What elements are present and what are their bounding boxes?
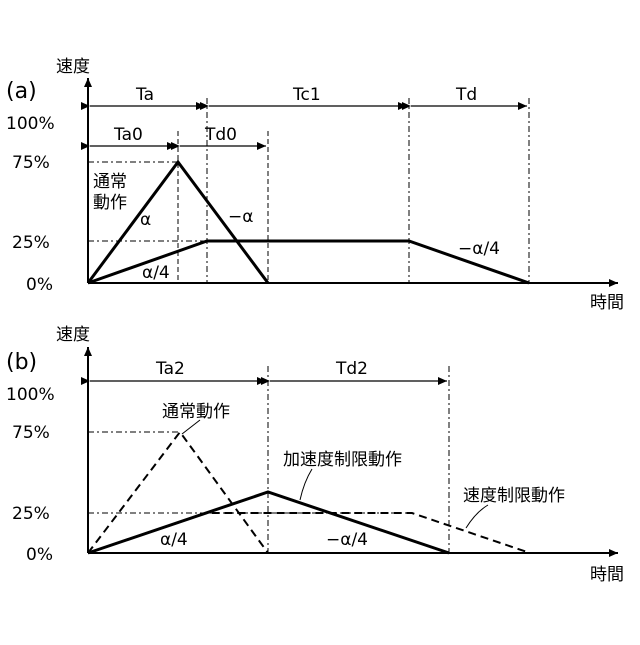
panel-a-alpha-quarter-label: α/4 xyxy=(142,263,170,283)
panel-b-y-axis-label: 速度 xyxy=(56,325,90,345)
panel-a-tick-75: 75% xyxy=(12,153,50,173)
panel-b-label-td2: Td2 xyxy=(335,359,368,379)
panel-b-minus-alpha-quarter-label: −α/4 xyxy=(326,530,368,550)
panel-a-x-axis-label: 時間 xyxy=(590,293,624,313)
panel-a-label-td: Td xyxy=(455,85,477,105)
panel-a-tick-25: 25% xyxy=(12,233,50,253)
panel-b-speed-limit-label: 速度制限動作 xyxy=(463,486,565,506)
panel-b-speed-limit-profile xyxy=(88,513,530,553)
panel-a-tick-0: 0% xyxy=(26,275,53,295)
panel-b-tick-25: 25% xyxy=(12,504,50,524)
panel-b-label-ta2: Ta2 xyxy=(155,359,185,379)
panel-b-accel-limit-leader xyxy=(300,469,312,500)
panel-a-alpha-label: α xyxy=(140,210,151,230)
panel-a-label-td0: Td0 xyxy=(204,125,237,145)
panel-a-y-axis-label: 速度 xyxy=(56,57,90,77)
panel-a-label: (a) xyxy=(6,79,37,104)
panel-b: 速度 (b) 時間 100% 75% 25% 0% Ta2 Td2 xyxy=(6,325,624,585)
panel-b-alpha-quarter-label: α/4 xyxy=(160,530,188,550)
panel-a-label-tc1: Tc1 xyxy=(292,85,321,105)
panel-b-accel-limit-label: 加速度制限動作 xyxy=(283,450,402,470)
panel-b-label: (b) xyxy=(6,350,37,375)
panel-b-normal-op-leader xyxy=(182,420,200,434)
panel-b-tick-100: 100% xyxy=(6,385,55,405)
panel-b-speed-limit-leader xyxy=(466,505,488,528)
panel-b-x-axis-label: 時間 xyxy=(590,565,624,585)
panel-a-tick-100: 100% xyxy=(6,114,55,134)
panel-b-tick-75: 75% xyxy=(12,423,50,443)
panel-a-normal-op-label-1: 通常 xyxy=(93,172,127,192)
panel-a-normal-op-label-2: 動作 xyxy=(93,193,127,213)
panel-a-label-ta: Ta xyxy=(135,85,154,105)
panel-b-normal-op-label: 通常動作 xyxy=(162,402,230,422)
panel-a: (a) 速度 時間 100% 75% 25% 0% Ta Tc1 Td Ta0 xyxy=(6,57,624,313)
panel-b-tick-0: 0% xyxy=(26,545,53,565)
panel-a-label-ta0: Ta0 xyxy=(113,125,143,145)
panel-a-minus-alpha-label: −α xyxy=(228,207,253,227)
panel-a-minus-alpha-quarter-label: −α/4 xyxy=(458,239,500,259)
